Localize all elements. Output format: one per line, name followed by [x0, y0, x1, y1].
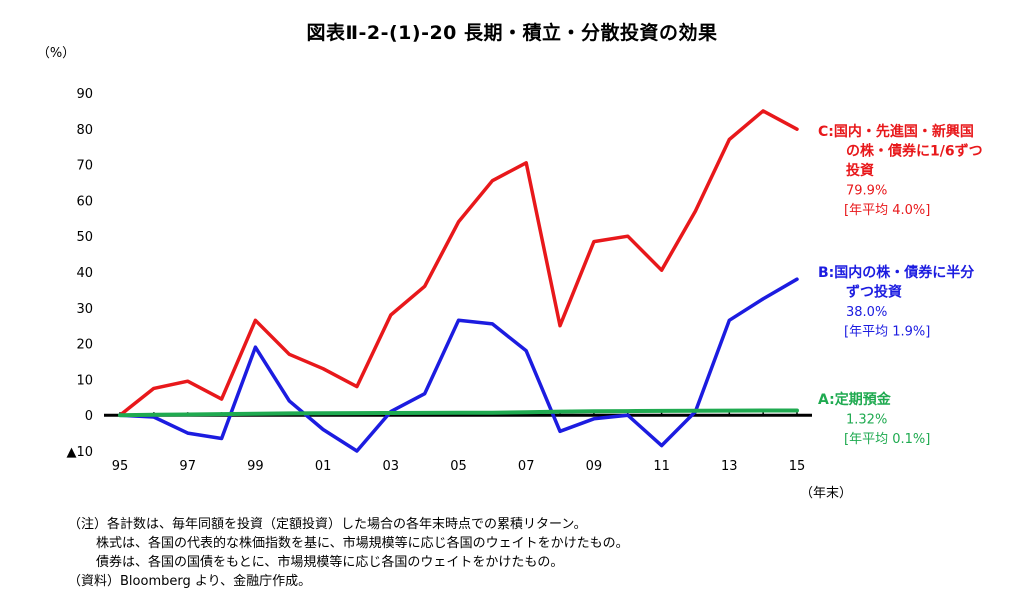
- x-tick-label: 11: [653, 459, 670, 474]
- source-note: （資料）Bloomberg より、金融庁作成。: [68, 574, 312, 589]
- y-tick-label: 90: [76, 87, 93, 102]
- series-average-B: [年平均 1.9%]: [844, 325, 930, 340]
- series-line-C: [118, 109, 799, 417]
- series-average-C: [年平均 4.0%]: [844, 203, 930, 218]
- x-tick-label: 07: [518, 459, 535, 474]
- y-tick-label: 30: [76, 302, 93, 317]
- y-tick-label: 40: [76, 266, 93, 281]
- series-line-A: [118, 408, 799, 418]
- x-axis-unit-label: （年末）: [800, 486, 852, 501]
- note-line-3: 債券は、各国の国債をもとに、市場規模等に応じ各国のウェイトをかけたもの。: [96, 555, 564, 570]
- series-value-B: 38.0%: [846, 305, 887, 320]
- series-label-A: A:定期預金: [818, 391, 892, 408]
- x-tick-label: 09: [586, 459, 603, 474]
- y-tick-label: 50: [76, 230, 93, 245]
- y-tick-label: ▲10: [66, 445, 93, 460]
- y-tick-label: 10: [76, 373, 93, 388]
- series-line-B: [118, 277, 799, 453]
- y-tick-label: 0: [85, 409, 93, 424]
- series-label-B: B:国内の株・債券に半分: [818, 264, 974, 281]
- x-tick-label: 01: [315, 459, 332, 474]
- note-line-2: 株式は、各国の代表的な株価指数を基に、市場規模等に応じ各国のウェイトをかけたもの…: [96, 536, 629, 551]
- x-tick-label: 95: [112, 459, 129, 474]
- line-chart: （%） 90 80 70 60 50 40 30 20 10 0 ▲10 95 97 99 01 03 05 07 0…: [37, 46, 983, 501]
- series-value-C: 79.9%: [846, 184, 887, 199]
- series-value-A: 1.32%: [846, 413, 887, 428]
- note-line-1: （注）各計数は、毎年同額を投資（定額投資）した場合の各年末時点での累積リターン。: [68, 517, 587, 532]
- series-average-A: [年平均 0.1%]: [844, 432, 930, 447]
- y-tick-label: 70: [76, 159, 93, 174]
- x-tick-label: 99: [247, 459, 264, 474]
- x-tick-label: 97: [179, 459, 196, 474]
- series-label-B: ずつ投資: [846, 284, 902, 301]
- chart-notes: （注）各計数は、毎年同額を投資（定額投資）した場合の各年末時点での累積リターン。…: [68, 515, 629, 591]
- x-tick-label: 13: [721, 459, 738, 474]
- series-label-C: の株・債券に1/6ずつ: [846, 143, 983, 160]
- series-label-C: 投資: [846, 162, 874, 179]
- y-axis-unit-label: （%）: [37, 46, 75, 61]
- y-tick-label: 20: [76, 338, 93, 353]
- series-label-C: C:国内・先進国・新興国: [818, 123, 974, 140]
- y-tick-label: 60: [76, 194, 93, 209]
- y-tick-label: 80: [76, 123, 93, 138]
- x-tick-label: 15: [789, 459, 806, 474]
- x-tick-label: 05: [450, 459, 467, 474]
- x-tick-label: 03: [383, 459, 400, 474]
- chart-title: 図表Ⅱ-2-(1)-20 長期・積立・分散投資の効果: [306, 22, 718, 44]
